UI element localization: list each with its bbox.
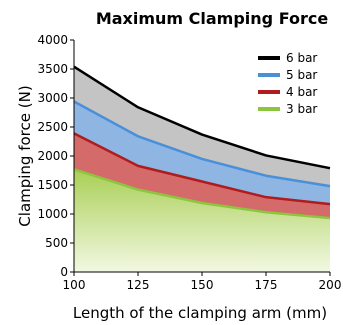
y-axis-label: Clamping force (N) — [16, 85, 34, 226]
x-tick-label: 175 — [255, 278, 278, 292]
line-4-bar — [73, 132, 331, 206]
line-6-bar — [73, 65, 331, 170]
area-3-bar — [74, 169, 330, 272]
y-tick-label: 2000 — [37, 149, 68, 163]
y-tick-label: 3500 — [37, 62, 68, 76]
legend: 6 bar 5 bar 4 bar 3 bar — [258, 51, 317, 116]
line-3-bar — [73, 168, 331, 220]
areas — [74, 66, 330, 273]
y-tick-label: 0 — [60, 265, 68, 279]
legend-label-4-bar: 4 bar — [286, 85, 317, 99]
legend-label-6-bar: 6 bar — [286, 51, 317, 65]
x-ticks: 100 125 150 175 200 — [63, 272, 342, 292]
line-5-bar — [73, 100, 331, 188]
x-tick-label: 125 — [127, 278, 150, 292]
chart-title: Maximum Clamping Force — [96, 9, 329, 28]
y-tick-label: 2500 — [37, 120, 68, 134]
y-tick-label: 1000 — [37, 207, 68, 221]
x-tick-label: 100 — [63, 278, 86, 292]
legend-label-5-bar: 5 bar — [286, 68, 317, 82]
y-tick-label: 3000 — [37, 91, 68, 105]
x-tick-label: 150 — [191, 278, 214, 292]
y-ticks: 0 500 1000 1500 2000 2500 3000 3500 4000 — [37, 33, 74, 279]
series-lines — [73, 65, 331, 220]
x-tick-label: 200 — [319, 278, 342, 292]
legend-label-3-bar: 3 bar — [286, 102, 317, 116]
x-axis-label: Length of the clamping arm (mm) — [73, 304, 327, 322]
y-tick-label: 4000 — [37, 33, 68, 47]
y-tick-label: 1500 — [37, 178, 68, 192]
y-tick-label: 500 — [45, 236, 68, 250]
